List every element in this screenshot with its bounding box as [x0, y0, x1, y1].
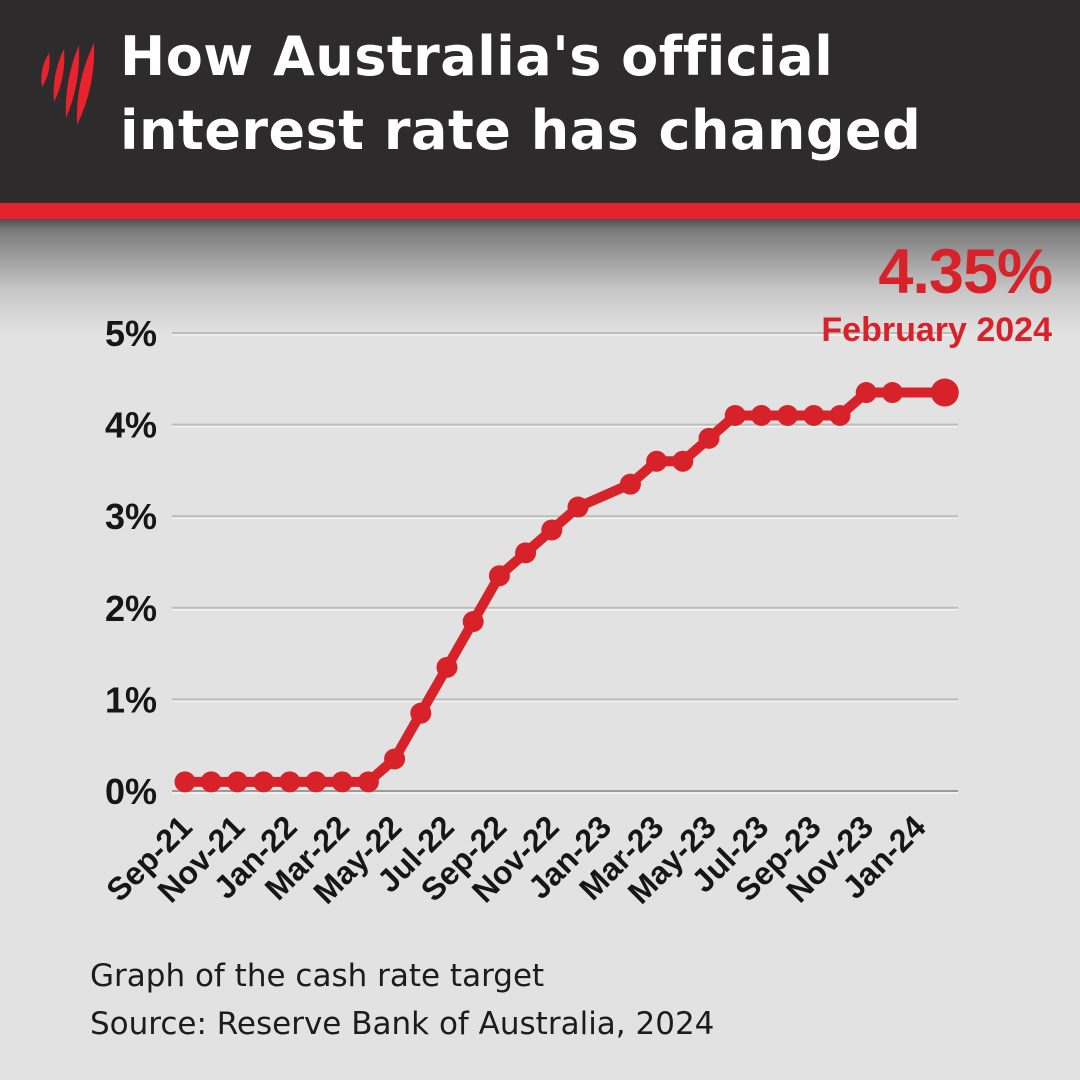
rate-line — [180, 387, 950, 787]
current-rate-date: February 2024 — [821, 311, 1052, 349]
data-point-marker — [436, 656, 458, 678]
page-title-line2: interest rate has changed — [120, 99, 922, 162]
sbs-logo-icon — [41, 43, 95, 125]
data-point-marker — [881, 382, 903, 404]
data-point-marker — [750, 404, 772, 426]
data-point-marker — [253, 771, 275, 793]
header-banner: How Australia's official interest rate h… — [0, 0, 1080, 203]
data-point-marker — [567, 496, 589, 518]
data-point-marker — [410, 702, 432, 724]
red-divider — [0, 203, 1080, 219]
y-axis-label: 1% — [105, 679, 157, 720]
data-point-marker — [803, 404, 825, 426]
footer-source: Source: Reserve Bank of Australia, 2024 — [90, 1006, 715, 1042]
data-point-marker — [541, 519, 563, 541]
y-axis-label: 0% — [105, 771, 157, 812]
data-point-marker — [930, 378, 959, 407]
page-title: How Australia's official interest rate h… — [120, 20, 921, 168]
data-point-marker — [226, 771, 248, 793]
current-rate-value: 4.35% — [878, 237, 1053, 307]
data-point-marker — [724, 404, 746, 426]
data-point-marker — [777, 404, 799, 426]
data-point-marker — [672, 450, 694, 472]
data-point-marker — [200, 771, 222, 793]
data-point-marker — [384, 748, 406, 770]
data-point-marker — [855, 382, 877, 404]
page-title-line1: How Australia's official — [120, 25, 834, 88]
data-point-marker — [331, 771, 353, 793]
data-point-marker — [829, 404, 851, 426]
y-axis-label: 3% — [105, 496, 157, 537]
data-point-marker — [698, 427, 720, 449]
data-point-marker — [174, 771, 196, 793]
footer-caption: Graph of the cash rate target — [90, 958, 545, 994]
data-point-marker — [488, 565, 510, 587]
data-point-marker — [646, 450, 668, 472]
data-point-marker — [357, 771, 379, 793]
data-point-marker — [619, 473, 641, 495]
y-axis-label: 2% — [105, 588, 157, 629]
data-point-marker — [279, 771, 301, 793]
data-point-marker — [462, 611, 484, 633]
data-point-marker — [515, 542, 537, 564]
header-shadow-gradient — [0, 219, 1080, 334]
current-rate-callout: 4.35% February 2024 — [821, 237, 1053, 349]
y-axis-label: 4% — [105, 405, 157, 446]
data-point-marker — [305, 771, 327, 793]
y-axis-label: 5% — [105, 313, 157, 354]
chart-footer: Graph of the cash rate target Source: Re… — [90, 952, 714, 1048]
